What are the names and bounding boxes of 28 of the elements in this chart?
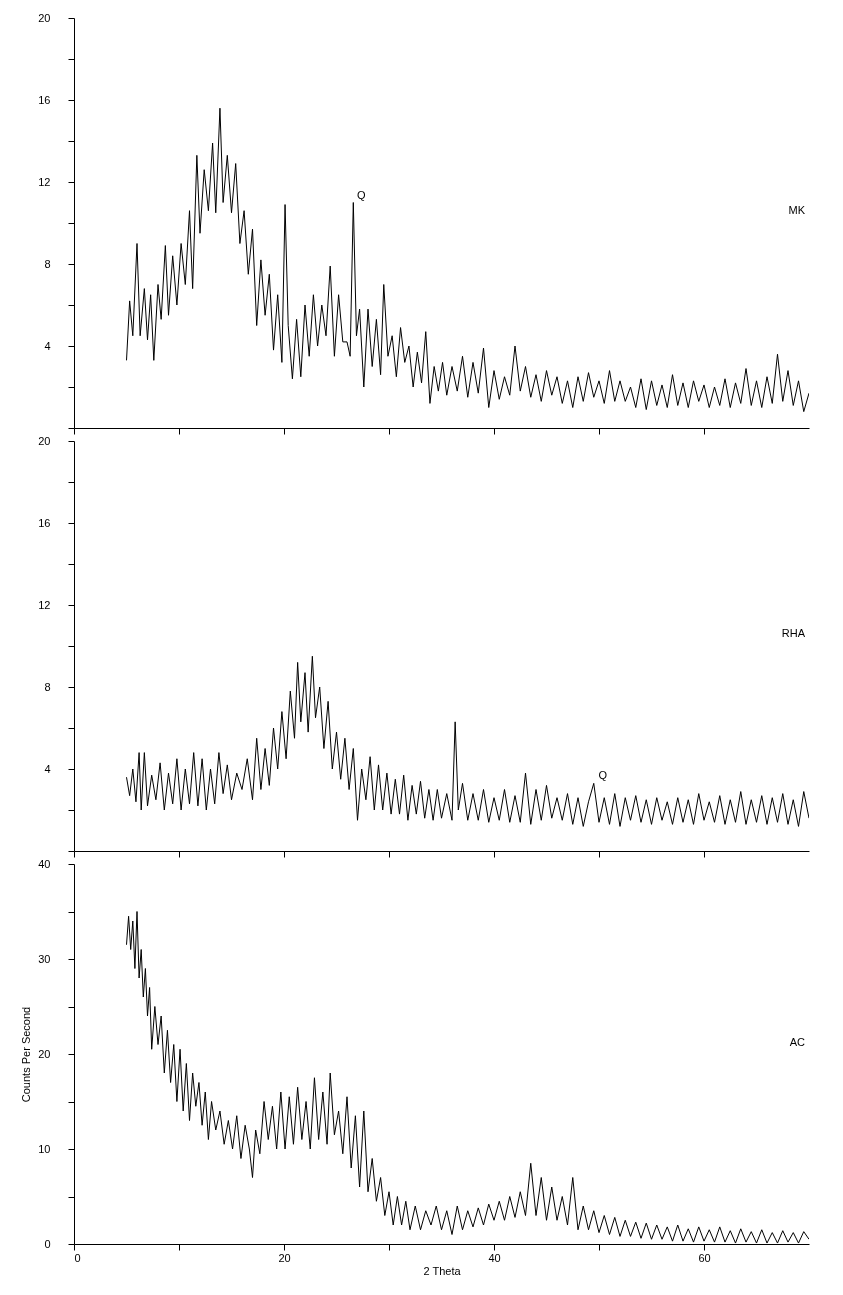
y-tick-label: 4: [44, 339, 51, 352]
annotation: Q: [357, 188, 367, 201]
y-tick-label: 8: [44, 257, 51, 270]
y-tick-label: 16: [38, 93, 51, 106]
line-series: [126, 107, 809, 413]
y-tick-label: 10: [38, 1142, 51, 1155]
y-tick-label: 20: [38, 1047, 51, 1060]
y-tick-label: 16: [38, 516, 51, 529]
y-tick-label: 30: [38, 952, 51, 965]
x-tick-label: 40: [488, 1251, 501, 1264]
y-axis-title: Counts Per Second: [20, 1006, 33, 1103]
text: MK: [788, 203, 806, 216]
line-series: [126, 655, 809, 827]
y-tick-label: 12: [38, 175, 51, 188]
text: RHA: [781, 626, 806, 639]
y-tick-label: 20: [38, 434, 51, 447]
x-tick-label: 0: [74, 1251, 81, 1264]
y-tick-label: 4: [44, 762, 51, 775]
y-tick-label: 40: [38, 857, 51, 870]
text: AC: [789, 1035, 806, 1048]
y-tick-label: 0: [44, 1237, 51, 1250]
x-tick-label: 20: [278, 1251, 291, 1264]
y-tick-label: 12: [38, 598, 51, 611]
y-tick-label: 20: [38, 11, 51, 24]
x-tick-label: 60: [698, 1251, 711, 1264]
x-axis-title: 2 Theta: [423, 1264, 462, 1277]
annotation: Q: [598, 769, 608, 782]
y-tick-label: 8: [44, 680, 51, 693]
